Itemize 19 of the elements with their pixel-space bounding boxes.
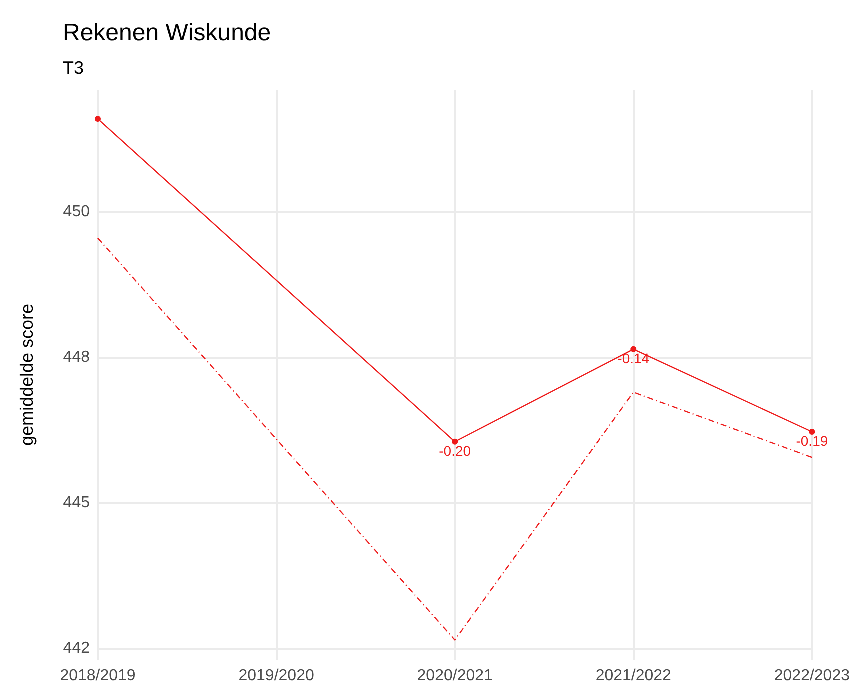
point	[630, 346, 637, 352]
annotation: -0.20	[439, 442, 472, 459]
x-tick-label: 2018/2019	[60, 668, 136, 684]
x-tick-label: 2020/2021	[417, 668, 494, 684]
y-tick-label: 448	[63, 349, 90, 366]
x-tick-label: 2019/2020	[238, 668, 314, 684]
y-tick-label: 442	[63, 640, 90, 657]
annotation: -0.19	[796, 433, 828, 449]
point	[809, 429, 816, 435]
annotation: -0.14	[618, 350, 650, 366]
chart-title: Rekenen Wiskunde	[63, 20, 272, 46]
x-tick-label: 2022/2023	[774, 668, 850, 684]
y-tick-label: 450	[63, 204, 90, 221]
point	[95, 116, 101, 122]
x-tick-label: 2021/2022	[596, 668, 672, 684]
point	[452, 438, 458, 445]
y-tick-label: 445	[63, 494, 90, 512]
chart-subtitle: T3	[63, 58, 84, 78]
y-axis-title: gemiddelde score	[17, 304, 37, 446]
